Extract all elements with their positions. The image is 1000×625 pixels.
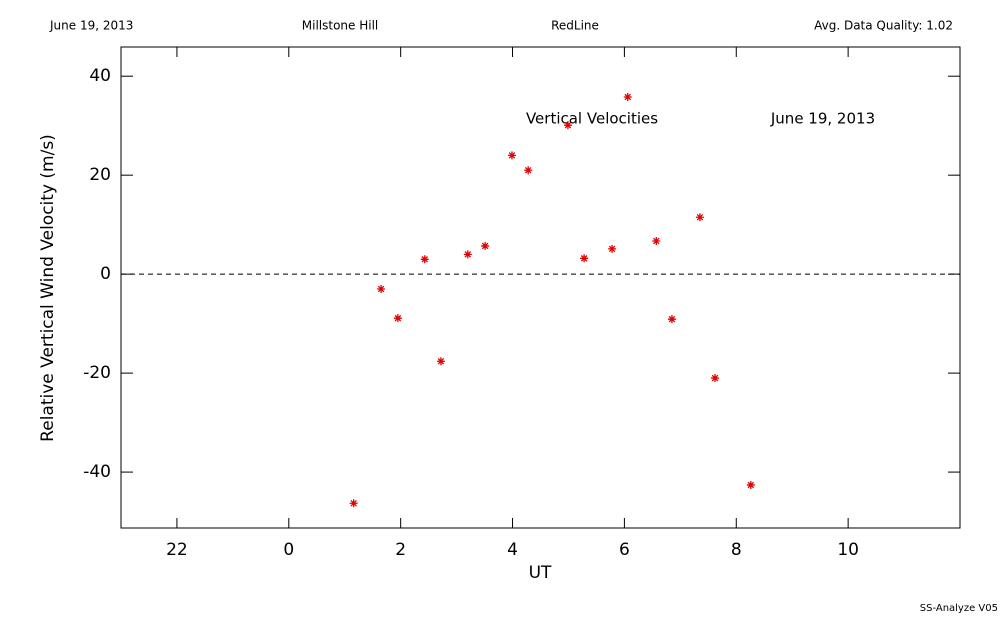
annotation-date: June 19, 2013: [770, 110, 875, 128]
x-axis-label: UT: [529, 563, 552, 583]
point: [711, 374, 720, 383]
plot-frame: [120, 46, 961, 529]
point: [349, 499, 358, 508]
header-instrument: RedLine: [551, 19, 599, 33]
header-quality: Avg. Data Quality: 1.02: [814, 19, 953, 33]
x-tick-label: 10: [837, 540, 859, 560]
point: [746, 480, 755, 489]
point: [463, 250, 472, 259]
x-tick-label: 22: [166, 540, 188, 560]
header-site: Millstone Hill: [302, 19, 378, 33]
point: [507, 151, 516, 160]
annotation-title: Vertical Velocities: [526, 110, 658, 128]
point: [580, 254, 589, 263]
x-tick-label: 8: [731, 540, 742, 560]
header-date: June 19, 2013: [49, 19, 133, 33]
point: [481, 241, 490, 250]
x-tick-label: 6: [619, 540, 630, 560]
x-tick-label: 4: [507, 540, 518, 560]
point: [667, 315, 676, 324]
point: [608, 244, 617, 253]
y-tick-label: 40: [89, 66, 111, 86]
point: [623, 92, 632, 101]
point: [652, 236, 661, 245]
x-tick-label: 0: [283, 540, 294, 560]
y-tick-label: -40: [83, 462, 111, 482]
y-tick-label: 0: [100, 264, 111, 284]
y-tick-label: 20: [89, 165, 111, 185]
y-axis-label: Relative Vertical Wind Velocity (m/s): [38, 134, 58, 442]
point: [563, 121, 572, 130]
footer: SS-Analyze V05: [920, 603, 998, 614]
point: [420, 255, 429, 264]
point: [377, 284, 386, 293]
x-tick-label: 2: [395, 540, 406, 560]
point: [393, 314, 402, 323]
y-tick-label: -20: [83, 363, 111, 383]
point: [695, 213, 704, 222]
point: [524, 166, 533, 175]
point: [436, 357, 445, 366]
